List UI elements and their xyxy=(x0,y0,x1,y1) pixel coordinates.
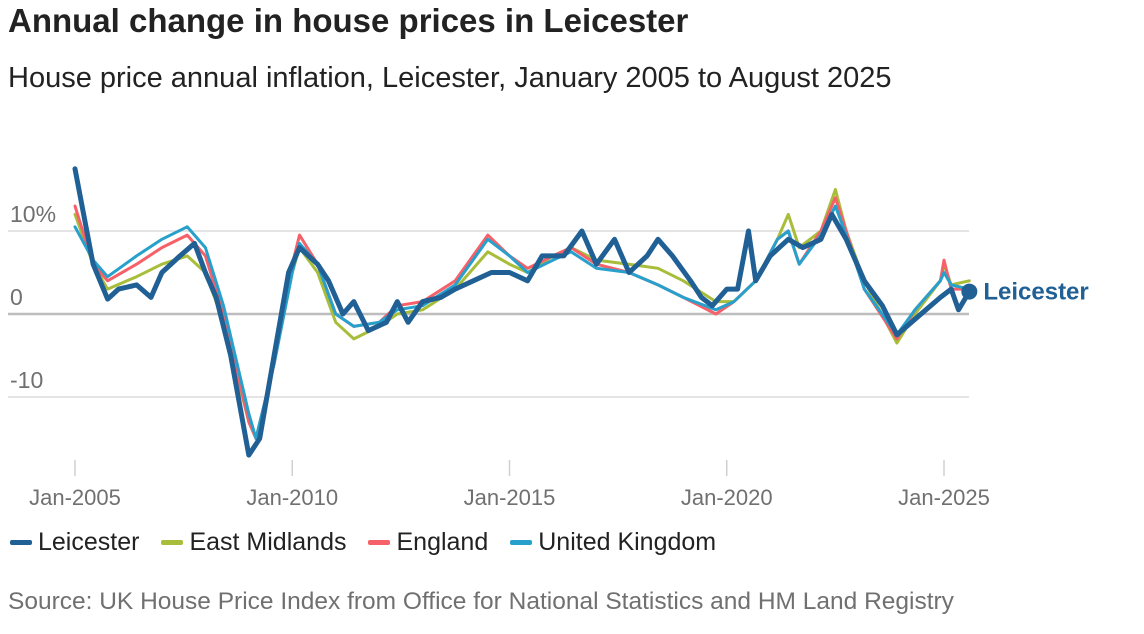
legend-item-east-midlands: East Midlands xyxy=(161,528,346,557)
series-end-label: Leicester xyxy=(983,279,1088,306)
source-note: Source: UK House Price Index from Office… xyxy=(8,588,954,615)
chart-subtitle: House price annual inflation, Leicester,… xyxy=(8,62,892,94)
legend: Leicester East Midlands England United K… xyxy=(10,528,716,557)
legend-label: England xyxy=(396,528,489,556)
x-tick-label: Jan-2005 xyxy=(29,485,121,510)
series-line-united-kingdom xyxy=(73,204,971,440)
legend-swatch xyxy=(161,540,184,545)
x-tick-label: Jan-2015 xyxy=(464,485,556,510)
x-tick-label: Jan-2020 xyxy=(681,485,773,510)
y-tick-label: 10% xyxy=(10,201,56,227)
series-line-england xyxy=(73,196,971,440)
legend-swatch xyxy=(368,540,391,545)
legend-swatch xyxy=(10,540,32,545)
series-line-leicester xyxy=(72,166,972,458)
legend-label: United Kingdom xyxy=(538,528,717,556)
legend-label: East Midlands xyxy=(189,528,347,556)
legend-item-england: England xyxy=(368,528,488,557)
chart-title: Annual change in house prices in Leicest… xyxy=(8,2,689,39)
x-tick-label: Jan-2010 xyxy=(246,485,338,510)
series-end-marker xyxy=(961,283,978,300)
line-chart: 10% 0 -10 Jan-2005 Jan-2010 Jan-2015 Jan-2020 J… xyxy=(8,166,1089,510)
legend-item-united-kingdom: United Kingdom xyxy=(510,528,716,557)
y-tick-label: 0 xyxy=(10,284,23,310)
legend-swatch xyxy=(510,540,533,545)
x-tick-label: Jan-2025 xyxy=(898,485,990,510)
legend-item-leicester: Leicester xyxy=(10,528,139,557)
legend-label: Leicester xyxy=(38,528,140,556)
y-tick-label: -10 xyxy=(10,367,43,393)
